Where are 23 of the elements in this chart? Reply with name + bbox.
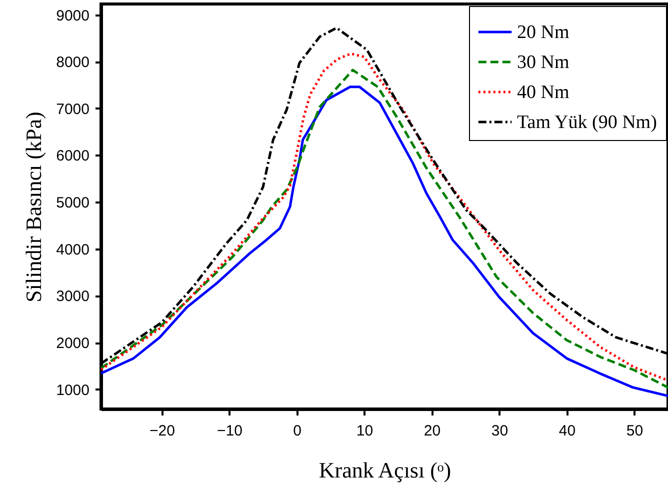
y-tick-label: 2000 bbox=[56, 335, 90, 352]
y-tick-label: 7000 bbox=[56, 100, 90, 118]
x-tick-label: 50 bbox=[626, 422, 644, 440]
x-tick-label: 10 bbox=[356, 422, 374, 440]
y-tick-label: 9000 bbox=[56, 7, 90, 24]
x-tick-label: 0 bbox=[293, 422, 302, 440]
legend-label: 20 Nm bbox=[517, 22, 570, 43]
x-tick-label: 20 bbox=[424, 422, 441, 440]
legend-label: Tam Yük (90 Nm) bbox=[517, 112, 657, 133]
x-tick-label: 30 bbox=[491, 422, 508, 440]
y-tick-label: 8000 bbox=[56, 54, 90, 72]
y-tick-label: 5000 bbox=[56, 194, 90, 212]
y-tick-label: 6000 bbox=[56, 148, 90, 165]
y-axis-title: Silindir Basıncı (kPa) bbox=[21, 112, 46, 302]
x-axis-title: Krank Açısı (ᵒ) bbox=[318, 458, 452, 482]
y-tick-label: 4000 bbox=[56, 241, 90, 258]
y-tick-label: 1000 bbox=[56, 382, 90, 399]
legend-label: 30 Nm bbox=[517, 52, 570, 73]
x-tick-label: −10 bbox=[217, 422, 242, 440]
x-tick-label: −20 bbox=[150, 422, 175, 440]
y-tick-label: 3000 bbox=[56, 288, 90, 306]
legend-label: 40 Nm bbox=[517, 82, 570, 103]
x-tick-label: 40 bbox=[558, 422, 576, 440]
